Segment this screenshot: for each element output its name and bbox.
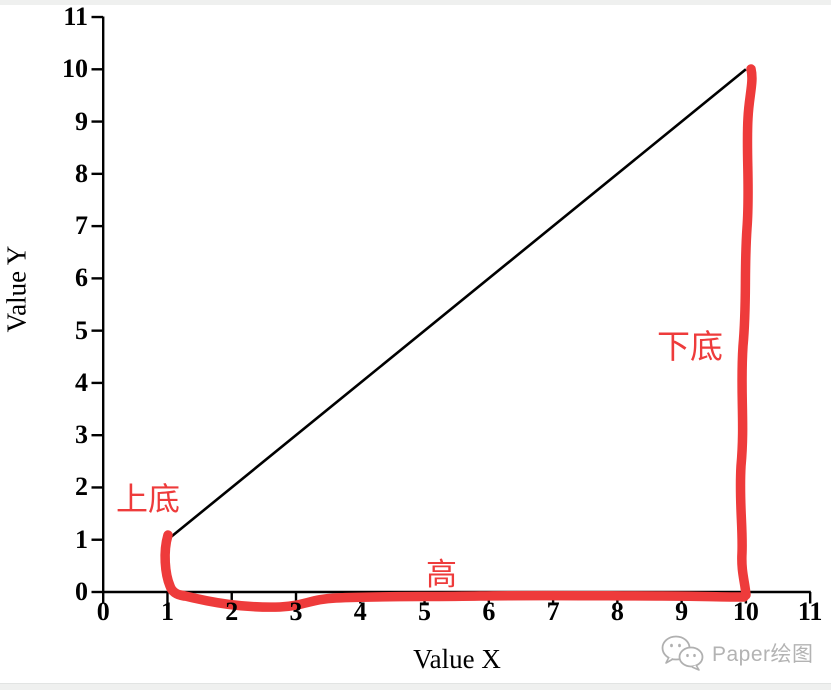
red-stroke-top-base (160, 530, 189, 601)
y-tick-label: 0 (75, 577, 88, 606)
x-tick-label: 11 (797, 597, 823, 626)
x-axis-title: Value X (413, 644, 501, 674)
y-tick-label: 10 (62, 54, 88, 84)
x-tick-label: 1 (160, 597, 174, 626)
series-diagonal-line (166, 68, 747, 541)
y-axis-ticks (91, 15, 103, 594)
y-tick-label: 3 (75, 420, 88, 450)
wechat-icon (661, 635, 704, 671)
y-tick-label: 4 (75, 367, 88, 397)
annotation-bottom-base-label: 下底 (657, 328, 723, 365)
y-tick-label: 9 (75, 106, 88, 136)
page-edge-top (0, 0, 831, 5)
data-series (166, 68, 747, 541)
x-tick-label: 6 (482, 597, 496, 626)
x-tick-label: 3 (289, 597, 303, 626)
watermark: Paper绘图 (660, 634, 814, 672)
x-tick-label: 7 (546, 597, 560, 626)
x-tick-label: 10 (732, 597, 759, 626)
x-tick-label: 0 (96, 597, 110, 626)
y-axis-title: Value Y (1, 245, 32, 333)
x-tick-label: 9 (675, 597, 689, 626)
y-tick-label: 2 (75, 472, 88, 502)
page-edge-bottom (0, 683, 831, 690)
y-tick-label: 11 (63, 2, 88, 32)
x-tick-label: 4 (353, 597, 367, 626)
annotation-height-label: 高 (426, 557, 457, 592)
watermark-text: Paper绘图 (712, 643, 814, 666)
annotation-top-base-label: 上底 (116, 481, 181, 517)
red-stroke-height (176, 590, 749, 612)
red-stroke-bottom-base (735, 64, 757, 600)
x-tick-label: 2 (225, 597, 239, 626)
y-tick-label: 1 (75, 524, 88, 554)
x-tick-label: 5 (418, 597, 432, 626)
y-tick-label: 5 (75, 315, 88, 345)
y-tick-label: 8 (75, 158, 88, 188)
y-tick-label: 7 (75, 211, 88, 241)
y-tick-label: 6 (75, 263, 88, 293)
x-tick-label: 8 (610, 597, 624, 626)
